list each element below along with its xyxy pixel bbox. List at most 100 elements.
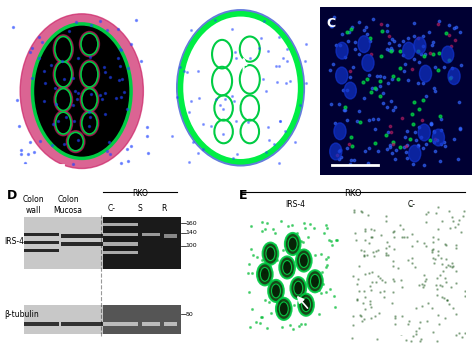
Point	[330, 293, 338, 298]
Point	[381, 294, 388, 300]
Ellipse shape	[82, 34, 97, 54]
Point	[445, 32, 453, 38]
Point	[460, 208, 468, 213]
Point	[352, 237, 360, 242]
Point	[112, 95, 119, 101]
Point	[345, 39, 352, 44]
Point	[429, 39, 437, 45]
Point	[426, 137, 433, 143]
Point	[390, 38, 398, 44]
Point	[415, 282, 422, 288]
Point	[391, 156, 398, 162]
Point	[385, 40, 392, 46]
Point	[349, 273, 357, 279]
Point	[446, 225, 453, 231]
Point	[367, 51, 375, 57]
Point	[389, 300, 396, 306]
Point	[199, 146, 207, 152]
Text: 50: 50	[186, 312, 193, 317]
Point	[357, 247, 365, 253]
Bar	[62, 242, 103, 246]
Point	[430, 260, 438, 266]
Point	[219, 132, 227, 137]
Point	[415, 35, 422, 41]
Point	[423, 318, 431, 324]
Point	[269, 226, 277, 232]
Point	[412, 332, 420, 337]
Point	[282, 80, 290, 85]
Bar	[103, 233, 138, 236]
Point	[18, 151, 25, 156]
Point	[361, 148, 368, 154]
Point	[442, 264, 449, 270]
Point	[41, 80, 49, 86]
Ellipse shape	[402, 42, 415, 59]
Point	[264, 269, 272, 275]
Point	[452, 245, 460, 250]
Point	[387, 45, 394, 51]
Point	[371, 253, 378, 259]
Point	[456, 29, 464, 34]
Ellipse shape	[276, 298, 292, 320]
Point	[189, 139, 196, 145]
Ellipse shape	[414, 37, 426, 54]
Point	[419, 33, 427, 38]
Point	[404, 321, 411, 327]
Point	[338, 32, 346, 37]
Text: RKO: RKO	[345, 189, 362, 198]
Ellipse shape	[82, 113, 96, 133]
Point	[276, 118, 284, 123]
Point	[414, 143, 422, 148]
Point	[390, 289, 397, 295]
Point	[305, 234, 312, 240]
Point	[411, 264, 419, 270]
Ellipse shape	[20, 14, 143, 169]
Point	[377, 22, 384, 27]
Point	[370, 249, 377, 255]
Point	[417, 134, 425, 140]
Point	[124, 158, 132, 163]
Point	[374, 148, 382, 153]
Point	[123, 146, 131, 152]
Point	[392, 313, 399, 319]
Point	[327, 101, 335, 107]
Point	[422, 276, 430, 281]
Point	[438, 127, 445, 133]
Point	[374, 116, 382, 122]
Point	[295, 324, 303, 329]
Bar	[24, 322, 59, 326]
Text: C-: C-	[108, 204, 116, 213]
Point	[348, 25, 356, 30]
Point	[455, 156, 462, 162]
Point	[422, 93, 430, 99]
Point	[289, 222, 296, 228]
Point	[266, 263, 274, 269]
Point	[276, 299, 284, 305]
Point	[117, 46, 124, 52]
Point	[357, 313, 365, 319]
Point	[400, 144, 408, 150]
Point	[327, 23, 335, 28]
Point	[457, 230, 465, 235]
Point	[427, 120, 435, 126]
Point	[450, 25, 458, 31]
Point	[36, 138, 44, 144]
Point	[271, 230, 279, 236]
Point	[347, 158, 355, 163]
Ellipse shape	[294, 281, 303, 295]
Point	[40, 99, 48, 104]
Point	[387, 129, 394, 135]
Point	[281, 299, 289, 304]
Point	[255, 267, 263, 273]
Point	[290, 289, 298, 294]
Point	[408, 255, 416, 261]
Point	[384, 80, 392, 86]
Point	[383, 104, 391, 109]
Point	[422, 141, 429, 147]
Point	[443, 30, 450, 36]
Point	[346, 68, 354, 74]
Point	[403, 156, 411, 161]
Point	[36, 56, 43, 61]
Point	[445, 302, 452, 307]
Point	[351, 39, 359, 45]
